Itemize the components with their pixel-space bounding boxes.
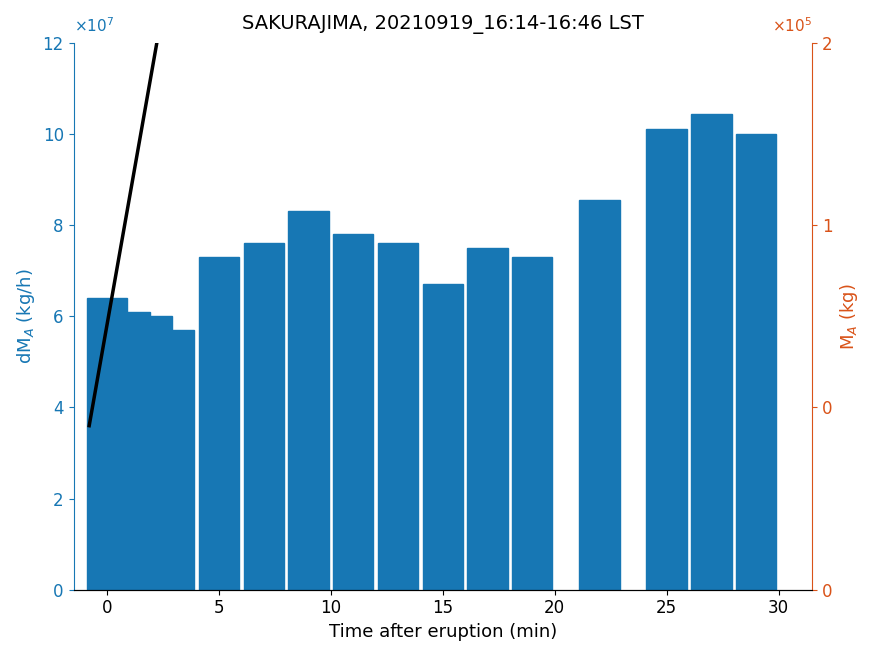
Bar — [289, 211, 329, 590]
Bar — [691, 113, 731, 590]
Bar — [132, 316, 172, 590]
Bar — [579, 200, 619, 590]
Y-axis label: M$_A$ (kg): M$_A$ (kg) — [838, 283, 860, 350]
Bar — [378, 243, 418, 590]
Bar — [109, 312, 150, 590]
Bar — [333, 234, 374, 590]
Title: SAKURAJIMA, 20210919_16:14-16:46 LST: SAKURAJIMA, 20210919_16:14-16:46 LST — [242, 15, 644, 34]
Bar — [154, 330, 194, 590]
Bar — [512, 257, 552, 590]
Bar — [736, 134, 776, 590]
Bar — [199, 257, 239, 590]
Y-axis label: dM$_A$ (kg/h): dM$_A$ (kg/h) — [15, 268, 37, 364]
Bar — [467, 248, 507, 590]
Bar — [647, 129, 687, 590]
X-axis label: Time after eruption (min): Time after eruption (min) — [329, 623, 557, 641]
Bar — [243, 243, 284, 590]
Text: $\times10^7$: $\times10^7$ — [74, 16, 114, 35]
Bar — [87, 298, 127, 590]
Text: $\times10^5$: $\times10^5$ — [772, 16, 812, 35]
Bar — [423, 285, 463, 590]
